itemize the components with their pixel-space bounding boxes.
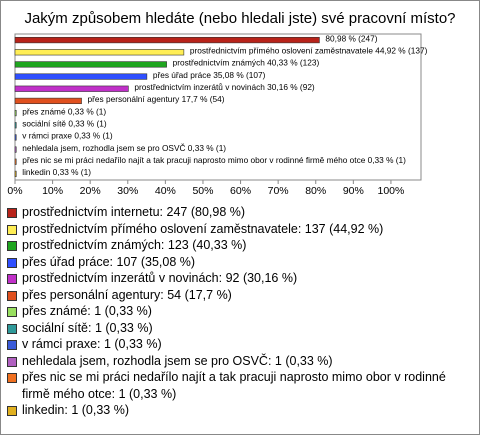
legend-swatch [7,241,17,251]
value-label: přes známé 0,33 % (1) [22,106,106,116]
bar [14,109,17,117]
legend-label: prostřednictvím přímého oslovení zaměstn… [22,221,384,236]
legend-swatch [7,356,17,367]
value-label: prostřednictvím inzerátů v novinách 30,1… [134,82,315,92]
x-tick-label: 100% [377,185,404,197]
legend-item: přes nic se mi práci nedařílo najít a ta… [7,369,469,402]
legend-label: v rámci praxe: 1 (0,33 %) [22,337,162,351]
bar [14,97,82,105]
chart-title: Jakým způsobem hledáte (nebo hledali jst… [24,10,455,27]
legend-label: prostřednictvím známých: 123 (40,33 %) [22,238,247,252]
legend-label: linkedin: 1 (0,33 %) [22,403,130,417]
legend-label: prostřednictvím inzerátů v novinách: 92 … [22,271,298,285]
x-tick-label: 40% [155,185,176,197]
x-tick-label: 80% [305,185,326,197]
legend-label: sociální sítě: 1 (0,33 %) [22,320,153,335]
value-label: přes úřad práce 35,08 % (107) [153,70,266,80]
bar [14,146,17,153]
legend-swatch [7,406,17,416]
legend-item: prostřednictvím inzerátů v novinách: 92 … [7,270,469,287]
legend-item: sociální sítě: 1 (0,33 %) [7,320,469,337]
legend-item: v rámci praxe: 1 (0,33 %) [7,336,469,353]
x-tick-label: 70% [268,185,289,197]
legend-item: prostřednictvím internetu: 247 (80,98 %) [7,204,469,221]
x-tick-label: 50% [192,185,213,197]
x-tick-label: 10% [42,185,63,197]
bar [14,134,17,141]
legend-label: přes známé: 1 (0,33 %) [22,304,152,318]
bar [14,170,17,178]
value-label: prostřednictvím přímého oslovení zaměstn… [190,45,428,55]
x-tick-label: 20% [80,185,101,197]
legend-swatch [7,257,17,268]
legend-swatch [7,340,17,350]
bar [14,85,129,92]
legend-swatch [7,274,17,284]
legend-label: přes nic se mi práci nedařílo najít a ta… [22,370,446,401]
legend: prostřednictvím internetu: 247 (80,98 %)… [7,204,469,419]
value-label: 80,98 % (247) [325,33,377,43]
bar [14,122,17,129]
legend-label: prostřednictvím internetu: 247 (80,98 %) [22,205,246,219]
legend-item: prostřednictvím známých: 123 (40,33 %) [7,237,469,254]
legend-swatch [7,290,17,301]
legend-swatch [7,224,17,235]
legend-label: přes personální agentury: 54 (17,7 %) [22,287,232,302]
value-label: sociální sítě 0,33 % (1) [22,118,107,128]
legend-item: přes personální agentury: 54 (17,7 %) [7,287,469,304]
legend-item: přes úřad práce: 107 (35,08 %) [7,254,469,271]
chart: Jakým způsobem hledáte (nebo hledali jst… [7,10,455,197]
legend-item: prostřednictvím přímého oslovení zaměstn… [7,221,469,238]
x-tick-label: 0% [7,185,22,197]
legend-item: nehledala jsem, rozhodla jsem se pro OSV… [7,353,469,370]
bar [14,36,320,44]
value-label: v rámci praxe 0,33 % (1) [22,131,113,141]
legend-swatch [7,323,17,334]
bar [14,73,148,80]
x-tick-label: 60% [230,185,251,197]
bar [14,49,185,56]
value-label: linkedin 0,33 % (1) [22,167,91,177]
legend-item: linkedin: 1 (0,33 %) [7,402,469,419]
legend-label: nehledala jsem, rozhodla jsem se pro OSV… [22,353,333,368]
value-label: přes nic se mi práci nedařílo najít a ta… [22,155,406,165]
legend-item: přes známé: 1 (0,33 %) [7,303,469,320]
x-tick-label: 90% [343,185,364,197]
bar [14,158,17,165]
legend-swatch [7,373,17,383]
value-label: přes personální agentury 17,7 % (54) [88,94,225,104]
plot-frame [14,33,422,181]
value-label: prostřednictvím známých 40,33 % (123) [173,58,320,68]
value-label: nehledala jsem, rozhodla jsem se pro OSV… [22,143,226,153]
legend-swatch [7,307,17,317]
x-tick-label: 30% [117,185,138,197]
legend-swatch [7,208,17,218]
legend-label: přes úřad práce: 107 (35,08 %) [22,254,196,269]
bar [14,61,167,68]
